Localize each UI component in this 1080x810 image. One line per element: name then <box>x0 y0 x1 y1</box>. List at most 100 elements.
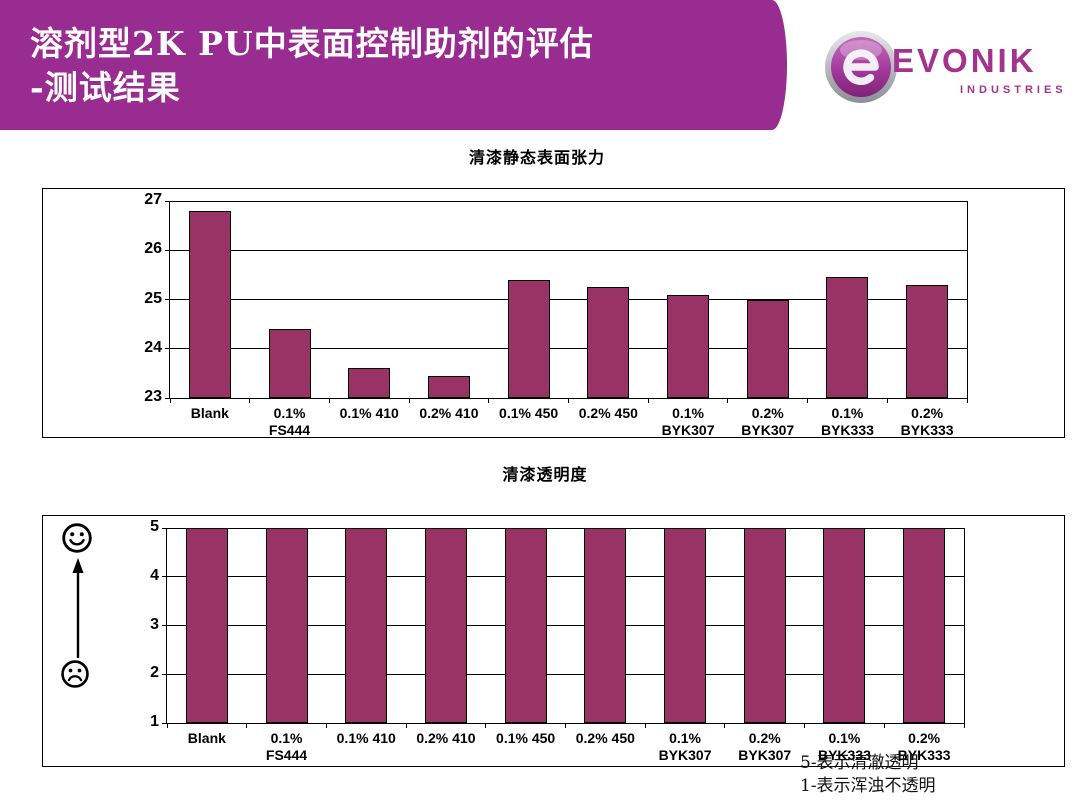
y-axis-tick <box>162 625 167 626</box>
bar <box>427 375 470 398</box>
y-axis-tick <box>162 722 167 724</box>
x-axis-tick <box>807 398 809 403</box>
x-axis-tick <box>166 723 168 728</box>
bar <box>667 294 710 398</box>
x-axis-tick <box>249 398 251 403</box>
happy-face-icon <box>61 522 93 559</box>
bar <box>903 528 946 723</box>
x-axis-tick <box>724 723 726 728</box>
bar <box>906 284 949 398</box>
x-axis-tick <box>325 723 327 728</box>
x-axis-label: 0.1% 410 <box>339 405 399 421</box>
x-axis-label: 0.1% BYK333 <box>817 730 871 763</box>
y-axis-label: 26 <box>144 240 162 258</box>
x-axis-label: Blank <box>190 405 229 421</box>
x-axis-tick <box>408 398 410 403</box>
y-axis-tick <box>162 673 167 675</box>
y-axis-tick <box>165 249 170 251</box>
x-axis-label: 0.1% BYK333 <box>820 405 874 438</box>
x-axis-label: 0.1% 450 <box>496 730 556 746</box>
x-axis-label: 0.1% 450 <box>499 405 559 421</box>
x-axis-tick <box>246 723 248 728</box>
transparency-chart-title: 清漆透明度 <box>502 465 588 484</box>
bar <box>348 368 391 398</box>
x-axis-label: 0.1% BYK307 <box>661 405 715 438</box>
bar <box>185 528 228 723</box>
bar <box>587 287 630 398</box>
legend-line-clear: 5-表示清澈透明 <box>800 753 919 773</box>
gridline <box>167 625 964 626</box>
logo-brand-text: EVONIK <box>892 42 1037 79</box>
x-axis-label: 0.1% BYK307 <box>658 730 712 763</box>
x-axis-label: 0.2% BYK307 <box>741 405 795 438</box>
x-axis-tick <box>883 723 885 728</box>
rating-scale <box>56 518 102 696</box>
x-axis-tick <box>647 398 649 403</box>
x-axis-tick <box>565 723 566 728</box>
surface-tension-plot-area: 23 24 25 26 27 Blank 0.1% FS444 0.1% 410 0.2% 41… <box>144 191 968 438</box>
x-axis-label: 0.2% 450 <box>575 730 635 746</box>
sad-face-icon <box>60 659 90 694</box>
x-axis-label: 0.2% BYK307 <box>738 730 792 763</box>
transparency-plot-area: 1 2 3 4 5 Blank 0.1% FS444 0.1% 410 0.2% 410 0.1%… <box>150 518 965 763</box>
gridline <box>167 576 964 578</box>
x-axis-label: 0.2% BYK333 <box>897 730 951 763</box>
header-banner: 溶剂型2K PU中表面控制助剂的评估 -测试结果 <box>0 0 787 130</box>
y-axis-label: 25 <box>144 289 162 307</box>
bar <box>345 528 388 723</box>
y-axis-tick <box>165 397 170 399</box>
legend-line-opaque: 1-表示浑浊不透明 <box>800 776 936 796</box>
x-axis-tick <box>644 723 646 728</box>
y-axis-label: 1 <box>150 713 159 730</box>
gridline <box>170 249 967 251</box>
y-axis-tick <box>165 299 170 300</box>
x-axis-tick <box>727 398 729 403</box>
x-axis-tick <box>488 398 490 403</box>
surface-tension-chart-title: 清漆静态表面张力 <box>468 148 606 167</box>
x-axis-tick <box>568 398 569 403</box>
y-axis-tick <box>165 200 170 202</box>
x-axis-tick <box>804 723 806 728</box>
bar <box>265 528 308 723</box>
evonik-emblem-icon <box>824 30 898 104</box>
x-axis-label: 0.2% 450 <box>578 405 638 421</box>
x-axis-label: 0.1% 410 <box>336 730 396 746</box>
x-axis-tick <box>169 398 171 403</box>
bar <box>584 528 627 723</box>
bar <box>504 528 547 723</box>
slide-title-line2: -测试结果 <box>30 68 181 107</box>
y-axis-tick <box>162 576 167 578</box>
bar <box>188 210 231 398</box>
bar <box>507 279 550 398</box>
gridline <box>167 673 964 675</box>
gridline <box>170 348 967 350</box>
y-axis-label: 24 <box>144 338 162 356</box>
x-axis-tick <box>963 723 965 728</box>
gridline <box>167 527 964 529</box>
y-axis-label: 3 <box>150 615 159 633</box>
x-axis-label: 0.1% FS444 <box>265 730 308 763</box>
rating-legend: 5-表示清澈透明 1-表示浑浊不透明 <box>800 752 936 798</box>
bar <box>826 277 869 398</box>
x-axis-tick <box>966 398 968 403</box>
y-axis-label: 27 <box>144 191 162 208</box>
x-axis-label: 0.1% FS444 <box>268 405 311 438</box>
gridline <box>170 200 967 202</box>
logo-industries-text: INDUSTRIES <box>960 84 1067 96</box>
y-axis-label: 23 <box>144 388 162 405</box>
bar <box>424 528 467 723</box>
x-axis-label: 0.2% 410 <box>416 730 476 746</box>
y-axis-tick <box>165 348 170 350</box>
transparency-chart: 1 2 3 4 5 Blank 0.1% FS444 0.1% 410 0.2% 410 0.1%… <box>42 515 1065 767</box>
y-axis-label: 4 <box>150 566 159 584</box>
bar <box>823 528 866 723</box>
bar <box>746 299 789 398</box>
bar <box>268 329 311 398</box>
bar <box>664 528 707 723</box>
bar <box>743 528 786 723</box>
up-arrow-icon <box>70 558 86 663</box>
x-axis-tick <box>328 398 330 403</box>
x-axis-label: Blank <box>187 730 226 746</box>
evonik-logo: EVONIK INDUSTRIES <box>824 30 1064 110</box>
x-axis-tick <box>405 723 407 728</box>
